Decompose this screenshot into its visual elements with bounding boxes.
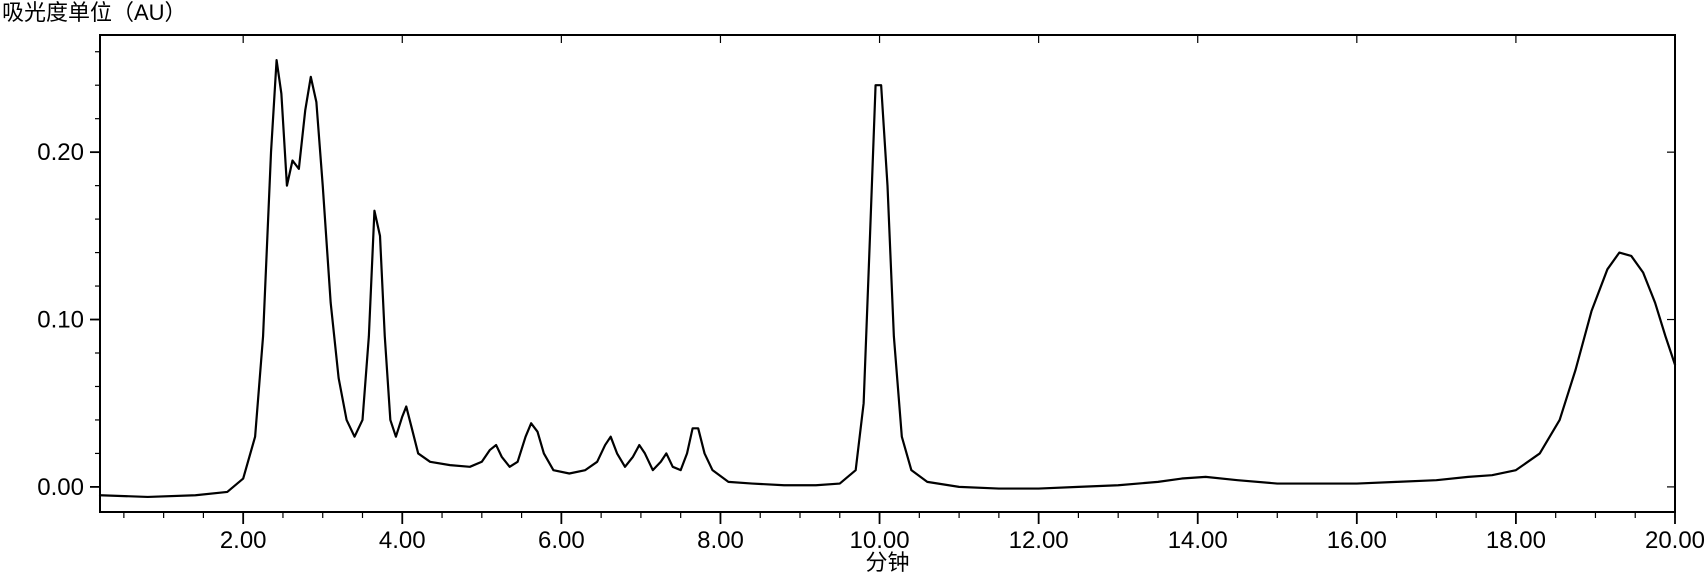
xtick-label: 20.00 xyxy=(1645,527,1705,554)
xtick-label: 8.00 xyxy=(697,527,744,554)
chart-svg: 0.000.100.202.004.006.008.0010.0012.0014… xyxy=(0,0,1705,577)
xtick-label: 6.00 xyxy=(538,527,585,554)
chromatogram-chart: 0.000.100.202.004.006.008.0010.0012.0014… xyxy=(0,0,1705,577)
ytick-label: 0.10 xyxy=(37,307,84,334)
xtick-label: 12.00 xyxy=(1009,527,1069,554)
ytick-label: 0.20 xyxy=(37,139,84,166)
y-axis-title: 吸光度单位（AU） xyxy=(2,0,187,25)
xtick-label: 4.00 xyxy=(379,527,426,554)
ytick-label: 0.00 xyxy=(37,474,84,501)
xtick-label: 2.00 xyxy=(220,527,267,554)
x-axis-title: 分钟 xyxy=(865,550,909,575)
xtick-label: 16.00 xyxy=(1327,527,1387,554)
xtick-label: 14.00 xyxy=(1168,527,1228,554)
xtick-label: 18.00 xyxy=(1486,527,1546,554)
